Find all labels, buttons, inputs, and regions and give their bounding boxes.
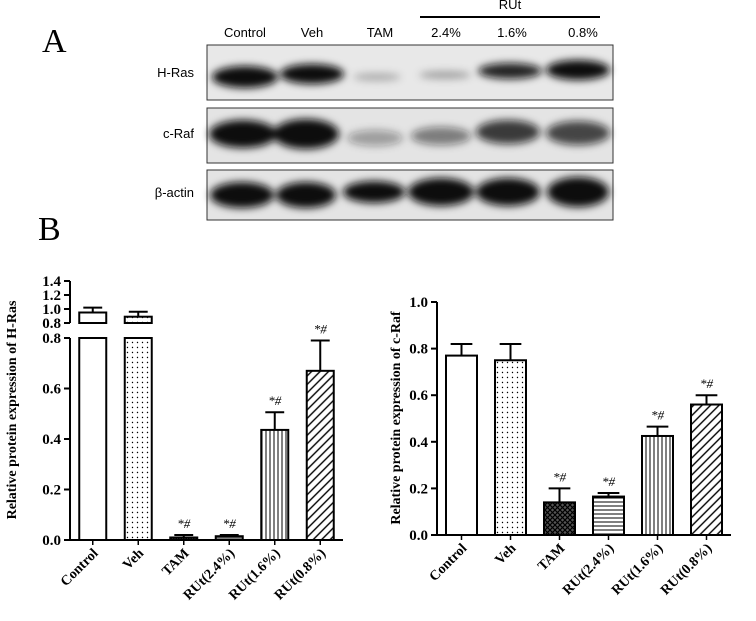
lane-label: TAM — [367, 25, 393, 40]
band — [353, 73, 401, 81]
y-tick-label: 0.6 — [42, 382, 61, 398]
bar — [78, 337, 108, 541]
x-tick-label: Veh — [120, 546, 147, 573]
y-tick-label: 1.4 — [42, 274, 61, 290]
blot — [206, 44, 614, 221]
band — [546, 121, 610, 145]
band — [419, 71, 471, 79]
y-tick-label: 1.2 — [42, 288, 61, 304]
bar — [305, 369, 335, 542]
x-tick-label: RUt(2.4%) — [560, 541, 617, 598]
bar — [123, 315, 153, 325]
y-tick-label: 0.2 — [42, 483, 61, 499]
band — [210, 182, 274, 208]
annotation: *# — [314, 322, 328, 337]
y-tick-label: 0.0 — [409, 528, 428, 544]
bar — [123, 337, 153, 541]
panel-label: B — [38, 211, 61, 248]
x-tick-label: TAM — [160, 546, 193, 579]
y-tick-label: 0.6 — [409, 388, 428, 404]
annotation: *# — [553, 469, 567, 484]
bar — [641, 434, 674, 537]
annotation: *# — [700, 376, 714, 391]
lane-label: 0.8% — [568, 25, 598, 40]
band — [280, 64, 344, 84]
band — [273, 119, 339, 149]
x-tick-label: RUt(0.8%) — [658, 541, 715, 598]
group-label: RUt — [499, 0, 522, 12]
row-label: H-Ras — [157, 65, 194, 80]
bar — [260, 428, 290, 541]
x-tick-label: Control — [427, 541, 471, 585]
y-tick-label: 0.4 — [409, 435, 428, 451]
x-tick-label: RUt(1.6%) — [609, 541, 666, 598]
y-axis-label: Relative protein expression of c-Raf — [389, 311, 404, 525]
y-tick-label: 0.8 — [409, 342, 428, 358]
y-tick-label: 0.4 — [42, 432, 61, 448]
annotation: *# — [177, 516, 191, 531]
x-tick-label: Control — [58, 546, 102, 590]
bar — [445, 354, 478, 536]
row-label: c-Raf — [163, 126, 194, 141]
band — [476, 120, 540, 144]
y-axis-label: Relative protein expression of H-Ras — [5, 300, 20, 519]
bar — [214, 535, 244, 542]
band — [212, 66, 278, 88]
bar — [78, 311, 108, 324]
bar — [494, 359, 527, 536]
band — [343, 181, 405, 203]
row-label: β-actin — [155, 185, 194, 200]
band — [478, 63, 542, 79]
panel-label: A — [42, 23, 67, 60]
lane-label: 1.6% — [497, 25, 527, 40]
band — [411, 127, 471, 145]
x-tick-label: Veh — [493, 541, 520, 568]
annotation: *# — [223, 516, 237, 531]
y-tick-label: 0.2 — [409, 481, 428, 497]
bar — [543, 501, 576, 537]
bar — [690, 403, 723, 536]
bands — [209, 60, 610, 208]
y-tick-label: 0.8 — [42, 316, 61, 332]
band — [408, 178, 474, 206]
annotation: *# — [268, 393, 282, 408]
band — [347, 130, 403, 146]
bar — [169, 536, 199, 541]
band — [276, 182, 336, 208]
x-tick-label: TAM — [535, 541, 568, 574]
bar — [592, 495, 625, 536]
y-tick-label: 1.0 — [409, 295, 428, 311]
y-tick-label: 1.0 — [42, 302, 61, 318]
annotation: *# — [602, 474, 616, 489]
y-tick-label: 0.0 — [42, 533, 61, 549]
band — [547, 177, 609, 207]
lane-label: Control — [224, 25, 266, 40]
band — [209, 120, 277, 148]
band — [476, 178, 540, 206]
y-tick-label: 0.8 — [42, 331, 61, 347]
band — [546, 60, 610, 80]
annotation: *# — [651, 408, 665, 423]
lane-label: Veh — [301, 25, 323, 40]
lane-label: 2.4% — [431, 25, 461, 40]
